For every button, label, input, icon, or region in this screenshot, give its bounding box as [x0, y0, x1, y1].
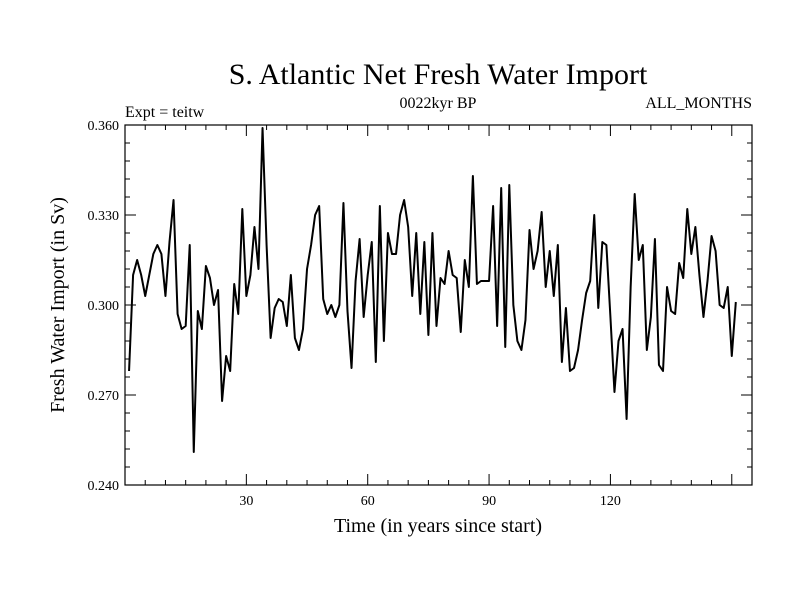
- y-axis-label: Fresh Water Import (in Sv): [47, 197, 69, 413]
- y-tick-label: 0.330: [88, 209, 120, 224]
- axis-ticks: [125, 125, 752, 485]
- y-tick-label: 0.270: [88, 389, 120, 404]
- months-label: ALL_MONTHS: [645, 95, 752, 112]
- experiment-label: Expt = teitw: [125, 104, 205, 121]
- axis-tick-labels: 30 60 90 120 0.240 0.270 0.300 0.330 0.360: [88, 119, 621, 509]
- chart-title: S. Atlantic Net Fresh Water Import: [229, 58, 648, 91]
- x-tick-label: 30: [239, 494, 253, 509]
- x-tick-label: 60: [361, 494, 375, 509]
- period-label: 0022kyr BP: [400, 95, 477, 112]
- y-tick-label: 0.300: [88, 299, 120, 314]
- x-axis-label: Time (in years since start): [334, 515, 542, 537]
- y-tick-label: 0.240: [88, 479, 120, 494]
- x-tick-label: 90: [482, 494, 496, 509]
- series-line: [128, 127, 737, 453]
- y-tick-label: 0.360: [88, 119, 120, 134]
- x-tick-label: 120: [600, 494, 621, 509]
